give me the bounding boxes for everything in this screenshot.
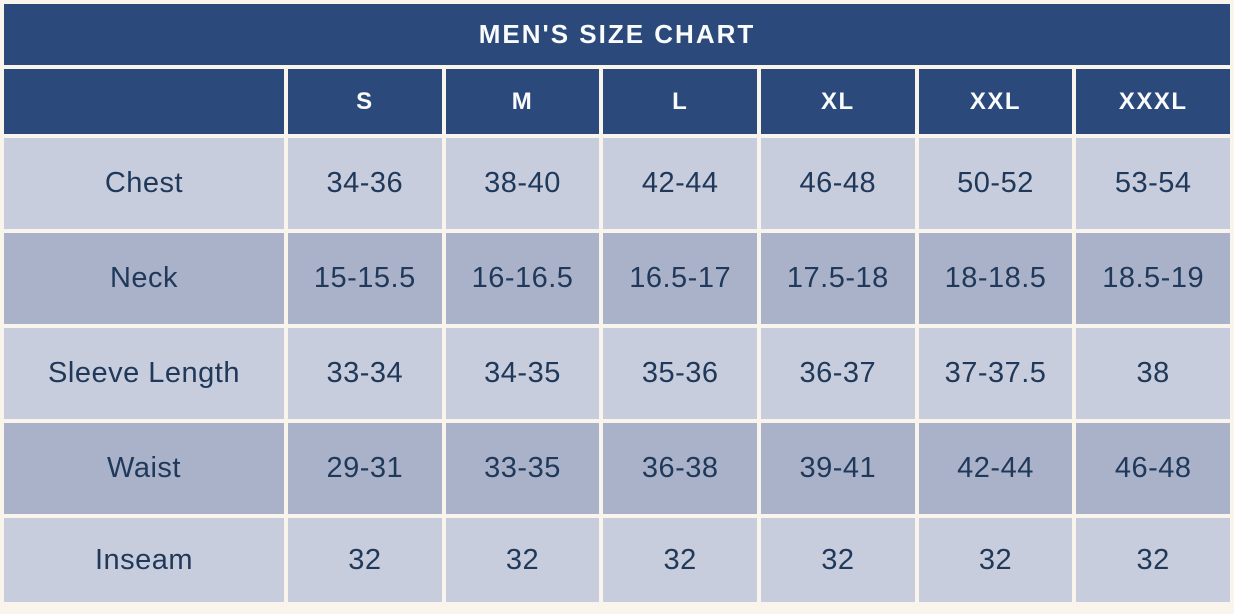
col-header-l: L: [603, 69, 757, 134]
row-label-neck: Neck: [4, 233, 284, 324]
cell-inseam-xxl: 32: [918, 518, 1073, 602]
cell-chest-xxxl: 53-54: [1076, 138, 1230, 229]
cell-chest-xxl: 50-52: [918, 138, 1073, 229]
cell-inseam-m: 32: [445, 518, 600, 602]
cell-sleeve-l: 35-36: [603, 328, 757, 419]
cell-chest-s: 34-36: [288, 138, 442, 229]
col-header-xl: XL: [761, 69, 915, 134]
cell-inseam-s: 32: [288, 518, 442, 602]
table-title: MEN'S SIZE CHART: [4, 4, 1230, 65]
row-label-waist: Waist: [4, 423, 284, 514]
cell-waist-m: 33-35: [445, 423, 600, 514]
col-header-m: M: [445, 69, 600, 134]
cell-sleeve-xxl: 37-37.5: [918, 328, 1073, 419]
cell-chest-m: 38-40: [445, 138, 600, 229]
cell-neck-l: 16.5-17: [603, 233, 757, 324]
cell-neck-xl: 17.5-18: [761, 233, 915, 324]
cell-neck-xxl: 18-18.5: [918, 233, 1073, 324]
cell-waist-l: 36-38: [603, 423, 757, 514]
row-label-inseam: Inseam: [4, 518, 284, 602]
cell-sleeve-m: 34-35: [445, 328, 600, 419]
col-header-xxxl: XXXL: [1076, 69, 1230, 134]
cell-sleeve-s: 33-34: [288, 328, 442, 419]
col-header-xxl: XXL: [918, 69, 1073, 134]
cell-chest-l: 42-44: [603, 138, 757, 229]
cell-waist-xxxl: 46-48: [1076, 423, 1230, 514]
cell-waist-xxl: 42-44: [918, 423, 1073, 514]
cell-neck-xxxl: 18.5-19: [1076, 233, 1230, 324]
row-label-chest: Chest: [4, 138, 284, 229]
cell-waist-xl: 39-41: [761, 423, 915, 514]
cell-neck-s: 15-15.5: [288, 233, 442, 324]
cell-sleeve-xl: 36-37: [761, 328, 915, 419]
row-label-sleeve-length: Sleeve Length: [4, 328, 284, 419]
cell-neck-m: 16-16.5: [445, 233, 600, 324]
corner-header-cell: [4, 69, 284, 134]
cell-sleeve-xxxl: 38: [1076, 328, 1230, 419]
cell-inseam-l: 32: [603, 518, 757, 602]
cell-inseam-xl: 32: [761, 518, 915, 602]
cell-inseam-xxxl: 32: [1076, 518, 1230, 602]
mens-size-chart-table: MEN'S SIZE CHART S M L XL XXL XXXL Chest…: [4, 4, 1230, 602]
cell-waist-s: 29-31: [288, 423, 442, 514]
col-header-s: S: [288, 69, 442, 134]
cell-chest-xl: 46-48: [761, 138, 915, 229]
